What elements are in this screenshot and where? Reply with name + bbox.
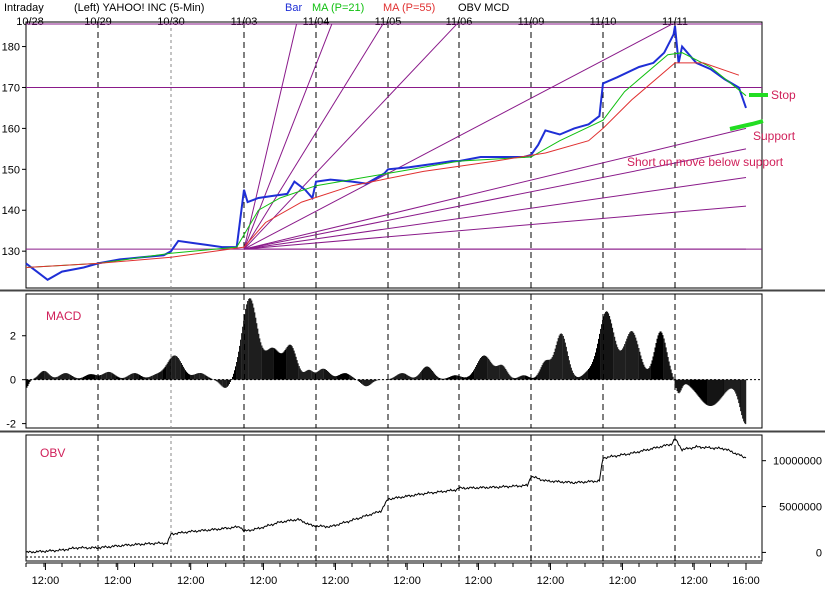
gann-fan-line xyxy=(243,23,298,250)
legend-ma21: MA (P=21) xyxy=(312,2,364,14)
intraday-label: Intraday xyxy=(4,2,44,14)
stop-annotation: Stop xyxy=(771,88,796,102)
price-y-tick-label: 180 xyxy=(2,42,20,54)
gann-fan-line xyxy=(243,127,747,250)
support-annotation: Support xyxy=(753,129,796,143)
price-y-tick-label: 130 xyxy=(2,246,20,258)
time-tick-label: 12:00 xyxy=(609,575,637,587)
gann-fan-line xyxy=(243,177,747,250)
price-y-tick-label: 170 xyxy=(2,82,20,94)
time-tick-label: 12:00 xyxy=(177,575,205,587)
chart-description: (Left) YAHOO! INC (5-Min) xyxy=(74,2,204,14)
gann-fan-line xyxy=(243,23,384,250)
legend-bar: Bar xyxy=(285,2,302,14)
ma55-series-line xyxy=(25,62,740,268)
obv-y-tick-label: 5000000 xyxy=(779,502,822,514)
obv-series-line xyxy=(25,438,747,554)
price-y-tick-label: 150 xyxy=(2,164,20,176)
obv-y-tick-label: 10000000 xyxy=(773,456,822,468)
macd-y-tick-label: -2 xyxy=(6,419,16,431)
time-tick-label: 12:00 xyxy=(465,575,493,587)
date-tick-label: 10/28 xyxy=(16,16,44,28)
time-tick-label: 12:00 xyxy=(537,575,565,587)
macd-label: MACD xyxy=(46,309,82,323)
gann-fan-line xyxy=(243,23,458,250)
time-tick-label: 12:00 xyxy=(680,575,708,587)
short-annotation: Short on move below support xyxy=(627,155,784,169)
time-tick-label: 12:00 xyxy=(32,575,60,587)
gann-fan-line xyxy=(243,205,747,250)
macd-y-tick-label: 2 xyxy=(10,331,16,343)
gann-fan-line xyxy=(243,148,747,250)
ma21-series-line xyxy=(25,52,747,268)
gann-fan-line xyxy=(243,23,673,250)
time-tick-label: 12:00 xyxy=(322,575,350,587)
price-series-line xyxy=(25,25,747,281)
obv-label: OBV xyxy=(40,446,65,460)
support-marker xyxy=(729,119,764,131)
time-tick-label: 12:00 xyxy=(104,575,132,587)
obv-panel-frame xyxy=(25,434,763,562)
macd-panel-frame xyxy=(25,293,763,429)
legend-obv-mcd: OBV MCD xyxy=(458,2,509,14)
time-tick-label: 16:00 xyxy=(732,575,760,587)
price-y-tick-label: 140 xyxy=(2,205,20,217)
gann-fan-line xyxy=(243,23,333,250)
price-y-tick-label: 160 xyxy=(2,123,20,135)
time-tick-label: 12:00 xyxy=(250,575,278,587)
legend-ma55: MA (P=55) xyxy=(383,2,435,14)
price-panel-frame xyxy=(25,21,763,289)
macd-y-tick-label: 0 xyxy=(10,375,16,387)
obv-y-tick-label: 0 xyxy=(816,547,822,559)
time-tick-label: 12:00 xyxy=(393,575,421,587)
